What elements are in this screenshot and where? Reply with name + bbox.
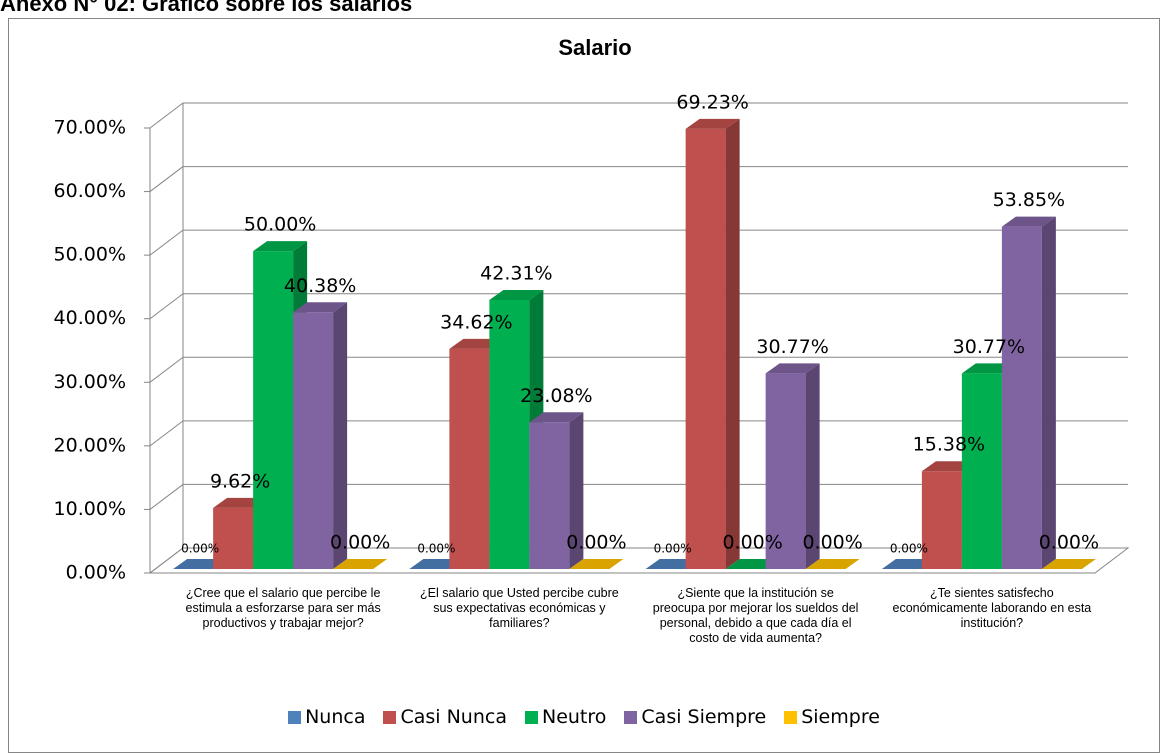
data-label: 0.00% (654, 542, 692, 556)
bar-face (961, 373, 1002, 569)
bar-face (765, 363, 820, 374)
legend-item: Neutro (524, 706, 607, 728)
data-label: 30.77% (953, 336, 1025, 358)
bar-face (569, 559, 624, 569)
legend: Nunca Casi Nunca Neutro Casi Siempre Siempre (8, 706, 1160, 728)
data-label: 53.85% (993, 189, 1065, 211)
x-tick-label: ¿Siente que la institución se preocupa p… (652, 586, 859, 645)
y-tick-label: 60.00% (54, 180, 126, 202)
x-tick-label: ¿El salario que Usted percibe cubre sus … (420, 586, 619, 630)
legend-label: Siempre (801, 706, 880, 728)
chart-title: Salario (558, 35, 631, 60)
legend-item: Casi Nunca (383, 706, 507, 728)
bar-face (489, 290, 544, 301)
y-tick-label: 20.00% (54, 434, 126, 456)
bar (1041, 559, 1096, 569)
data-label: 30.77% (756, 336, 828, 358)
bar-face (1001, 216, 1056, 227)
data-label: 0.00% (890, 542, 928, 556)
bar-face (253, 241, 308, 252)
grid-line-side (149, 166, 184, 192)
bar-face (213, 507, 254, 569)
bar (1001, 216, 1056, 570)
x-tick-label: ¿Cree que el salario que percibe le esti… (185, 586, 381, 630)
grid-line-side (149, 547, 184, 574)
grid-line-side (149, 420, 184, 447)
bar-face (293, 312, 334, 569)
bar-face (1041, 216, 1056, 570)
bar-face (685, 128, 726, 569)
data-label: 15.38% (913, 434, 985, 456)
data-label: 0.00% (722, 532, 782, 554)
legend-label: Casi Siempre (641, 706, 767, 728)
grid-line-side (149, 484, 184, 510)
bar-face (253, 251, 294, 569)
legend-swatch (624, 710, 638, 724)
bar (685, 118, 740, 570)
bar-face (333, 302, 348, 569)
bar-face (1001, 226, 1042, 570)
bar-face (1041, 559, 1096, 569)
data-label: 9.62% (210, 470, 270, 492)
grid-line-side (149, 229, 184, 256)
grid-line-side (149, 102, 184, 129)
data-label: 34.62% (440, 311, 512, 333)
bar-face (449, 348, 490, 569)
bar-face (765, 373, 806, 569)
bar-face (529, 422, 570, 569)
x-tick-label: ¿Te sientes satisfecho económicamente la… (892, 586, 1092, 630)
bar-face (569, 412, 584, 569)
bar (293, 302, 348, 569)
y-tick-label: 10.00% (54, 498, 126, 520)
legend-label: Nunca (305, 706, 366, 728)
bar (333, 559, 388, 569)
bar-face (293, 302, 348, 313)
bar-face (725, 118, 740, 570)
page-heading: Anexo N° 02: Gráfico sobre los salarios (0, 0, 413, 16)
legend-swatch (524, 710, 538, 724)
y-tick-label: 0.00% (66, 562, 126, 584)
bar-face (685, 118, 740, 129)
legend-item: Casi Siempre (624, 706, 766, 728)
legend-item: Nunca (288, 706, 365, 728)
bar-face (921, 471, 962, 569)
data-label: 69.23% (676, 91, 748, 113)
bar-face (489, 300, 530, 569)
y-tick-label: 50.00% (54, 244, 126, 266)
y-tick-label: 40.00% (54, 307, 126, 329)
legend-label: Neutro (541, 706, 607, 728)
y-tick-label: 30.00% (54, 371, 126, 393)
data-label: 0.00% (417, 542, 455, 556)
legend-item: Siempre (784, 706, 880, 728)
bar-face (333, 559, 388, 569)
data-label: 0.00% (1039, 532, 1099, 554)
data-label: 40.38% (284, 275, 356, 297)
legend-label: Casi Nunca (400, 706, 507, 728)
bar-face (805, 363, 820, 569)
data-label: 0.00% (802, 532, 862, 554)
bar (805, 559, 860, 569)
bar-face (805, 559, 860, 569)
grid-line-side (149, 356, 184, 383)
grid-line-side (149, 293, 184, 320)
bar (529, 412, 584, 569)
data-label: 50.00% (244, 214, 316, 236)
data-label: 42.31% (480, 263, 552, 285)
legend-swatch (784, 710, 798, 724)
legend-swatch (288, 710, 302, 724)
data-label: 0.00% (330, 532, 390, 554)
data-label: 0.00% (181, 542, 219, 556)
legend-swatch (383, 710, 397, 724)
bar (569, 559, 624, 569)
y-tick-label: 70.00% (54, 117, 126, 139)
data-label: 0.00% (566, 532, 626, 554)
bar (765, 363, 820, 569)
bar-face (529, 412, 584, 423)
data-label: 23.08% (520, 385, 592, 407)
